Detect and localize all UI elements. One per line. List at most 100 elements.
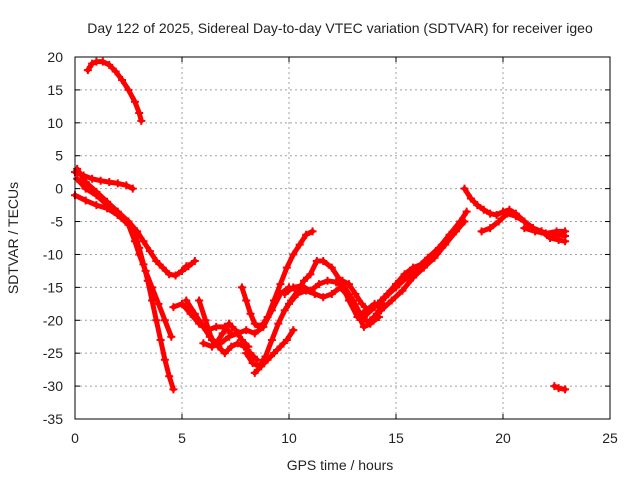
data-point-marker (255, 322, 264, 331)
data-point-marker (255, 362, 264, 371)
data-point-marker (561, 237, 570, 246)
data-point-marker (293, 289, 302, 298)
data-point-marker (297, 282, 306, 291)
data-point-marker (280, 289, 289, 298)
y-tick-label: -5 (51, 214, 64, 230)
data-point-marker (178, 299, 186, 308)
y-tick-label: -20 (43, 312, 63, 328)
data-point-marker (178, 266, 186, 275)
data-point-marker (381, 293, 390, 302)
data-point-marker (201, 316, 210, 325)
data-point-marker (460, 184, 469, 193)
data-point-marker (285, 299, 293, 308)
series-line (462, 186, 568, 239)
data-point-marker (182, 296, 191, 305)
data-point-marker (152, 316, 161, 325)
data-point-marker (113, 210, 122, 219)
data-point-marker (327, 289, 336, 298)
data-point-marker (552, 227, 561, 236)
data-point-marker (160, 355, 169, 364)
series-line (196, 298, 260, 363)
y-tick-label: 20 (47, 49, 63, 65)
data-point-marker (546, 234, 555, 242)
data-point-marker (344, 293, 353, 302)
data-point-marker (240, 342, 249, 351)
data-point-marker (169, 385, 178, 394)
y-tick-label: 5 (55, 148, 63, 164)
data-point-marker (128, 184, 137, 193)
x-tick-label: 10 (281, 430, 297, 446)
data-point-marker (105, 178, 114, 187)
x-tick-label: 0 (71, 430, 79, 446)
data-point-marker (248, 359, 257, 368)
data-point-marker (451, 227, 460, 236)
series-track-17 (359, 207, 471, 321)
data-point-marker (73, 164, 82, 173)
data-point-marker (73, 174, 82, 183)
data-point-marker (377, 306, 386, 315)
axis-ticks: 0 5 10 15 20 25 -35 -30 -25 -20 -15 -10 -5 0 5 10 15 20 (43, 49, 618, 446)
data-point-marker (81, 184, 90, 193)
data-point-marker (135, 108, 144, 117)
data-point-marker (171, 271, 180, 280)
data-point-marker (460, 217, 469, 226)
data-point-marker (122, 181, 131, 190)
data-point-marker (135, 250, 144, 259)
data-point-marker (295, 240, 304, 249)
data-point-marker (195, 296, 204, 305)
series-line (85, 59, 144, 124)
data-point-marker (282, 336, 291, 345)
data-point-marker (160, 316, 169, 325)
data-point-marker (289, 250, 298, 259)
data-point-marker (92, 201, 101, 210)
y-tick-label: -35 (43, 411, 63, 427)
data-point-marker (282, 263, 291, 272)
data-point-marker (81, 196, 90, 205)
data-point-marker (299, 276, 308, 285)
data-point-marker (344, 280, 353, 289)
data-point-marker (105, 60, 114, 69)
data-point-marker (270, 296, 279, 305)
data-point-marker (302, 230, 311, 239)
data-point-marker (190, 309, 199, 318)
data-point-marker (242, 296, 251, 305)
data-point-marker (141, 266, 150, 275)
data-point-marker (323, 276, 332, 285)
data-point-marker (237, 283, 246, 292)
data-point-marker (319, 293, 328, 302)
data-point-marker (145, 247, 154, 256)
data-point-marker (351, 289, 360, 298)
data-point-marker (113, 179, 122, 188)
data-point-marker (124, 217, 133, 226)
series-track-1 (83, 57, 146, 125)
data-point-marker (148, 283, 157, 292)
data-point-marker (492, 210, 501, 219)
data-point-marker (227, 342, 236, 351)
series-track-11 (237, 227, 317, 331)
data-point-marker (561, 227, 570, 236)
data-point-marker (169, 303, 178, 312)
data-point-marker (319, 257, 328, 266)
data-point-marker (430, 253, 439, 262)
data-point-marker (154, 299, 163, 308)
data-point-marker (353, 309, 362, 318)
data-point-marker (212, 322, 221, 331)
data-point-marker (359, 322, 368, 331)
data-point-marker (274, 319, 283, 328)
data-point-marker (88, 174, 97, 183)
data-point-marker (250, 329, 259, 338)
y-tick-label: -10 (43, 246, 63, 262)
data-point-marker (88, 59, 97, 68)
series-line (239, 228, 315, 330)
data-point-marker (550, 382, 559, 391)
data-point-marker (83, 66, 92, 75)
data-point-marker (511, 212, 520, 221)
data-point-marker (479, 205, 488, 214)
data-point-marker (520, 224, 529, 233)
data-point-marker (250, 368, 259, 377)
data-point-marker (494, 217, 503, 226)
data-point-marker (111, 67, 120, 76)
data-point-marker (473, 201, 482, 210)
data-point-marker (242, 326, 251, 335)
x-axis-label: GPS time / hours (287, 457, 394, 473)
